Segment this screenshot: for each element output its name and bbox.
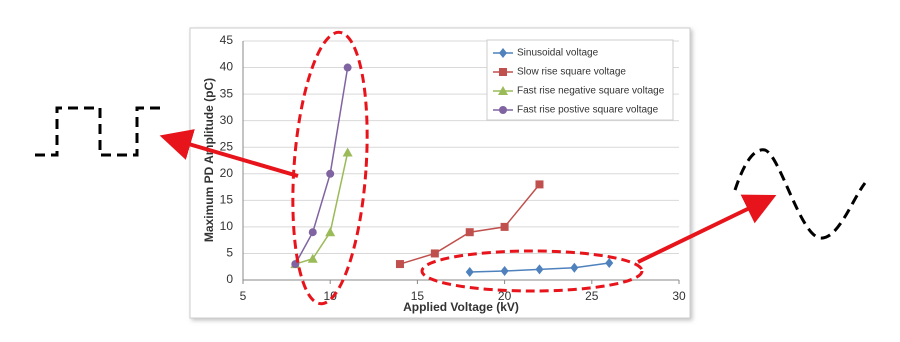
y-tick-label: 0 [226,272,233,286]
y-tick-label: 45 [220,33,234,47]
data-point [430,249,439,258]
data-point [326,169,335,178]
data-point [465,267,474,278]
data-point [570,262,579,273]
data-point [605,258,614,269]
arrow [637,194,777,264]
sine-wave-icon [733,148,867,240]
legend-marker [499,48,507,58]
legend: Sinusoidal voltage Slow rise square volta… [493,48,665,116]
y-tick-label: 20 [220,166,234,180]
arrow [159,129,299,178]
y-tick-label: 10 [220,219,234,233]
legend-label: Slow rise square voltage [517,67,626,78]
data-point [500,265,509,276]
legend-label: Fast rise postive square voltage [517,105,659,116]
y-tick-label: 40 [220,60,234,74]
data-point [465,228,474,237]
data-point [325,227,336,237]
y-tick-label: 5 [226,246,233,260]
x-tick-label: 15 [411,289,425,303]
legend-marker [499,106,507,114]
highlight-ellipse [420,249,644,293]
data-point [308,228,317,237]
legend-box [486,39,674,121]
y-tick-label: 30 [220,113,234,127]
series-line [294,67,349,265]
series-line [295,152,349,265]
data-point [342,147,353,157]
x-tick-label: 25 [585,289,599,303]
data-point [500,222,509,231]
highlight-ellipse [291,30,369,306]
y-tick-label: 35 [220,86,234,100]
legend-label: Fast rise negative square voltage [517,86,665,97]
x-tick-label: 30 [672,289,686,303]
data-point [535,180,544,189]
x-tick-label: 5 [240,289,247,303]
data-point [307,253,318,263]
legend-marker [499,68,507,76]
y-axis-title: Maximum PD Amplitude (pC) [202,78,216,242]
y-tick-label: 15 [220,193,234,207]
legend-marker [498,86,508,95]
data-point [343,63,352,72]
square-wave-icon [35,106,165,157]
data-point [395,260,404,269]
x-tick-label: 10 [324,289,338,303]
x-tick-label: 20 [498,289,512,303]
legend-label: Sinusoidal voltage [517,48,599,59]
data-point [535,264,544,275]
x-axis-title: Applied Voltage (kV) [403,300,519,314]
y-tick-label: 25 [220,139,234,153]
